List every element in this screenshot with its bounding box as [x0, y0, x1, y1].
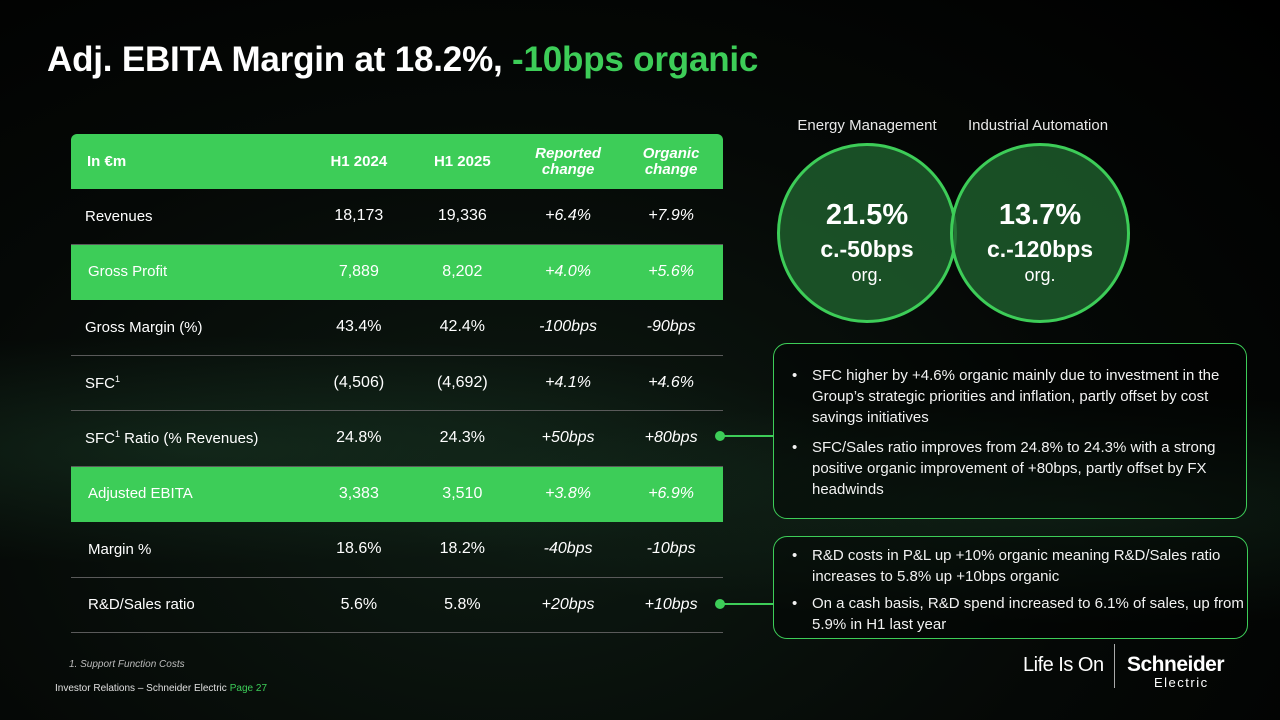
- header-h1-2024: H1 2024: [309, 134, 408, 189]
- row-label-text: SFC: [85, 374, 115, 392]
- row-label: Revenues: [71, 189, 310, 245]
- callout-rd-list: R&D costs in P&L up +10% organic meaning…: [774, 545, 1247, 635]
- title-highlight: -10bps organic: [512, 40, 759, 79]
- financial-table: In €m H1 2024 H1 2025 Reported change Org…: [71, 134, 723, 633]
- cell-organic: -90bps: [619, 299, 723, 356]
- cell-h1-2024: 7,889: [309, 244, 408, 300]
- header-unit: In €m: [71, 134, 310, 189]
- footnote-ref: 1: [115, 429, 121, 440]
- segment-change: c.-120bps: [986, 236, 1094, 262]
- header-reported-change: Reported change: [516, 134, 620, 189]
- cell-organic: -10bps: [619, 521, 723, 578]
- row-label: Adjusted EBITA: [71, 466, 310, 522]
- cell-organic: +7.9%: [619, 189, 723, 245]
- cell-h1-2025: 42.4%: [407, 299, 517, 356]
- table-row: Margin % 18.6% 18.2% -40bps -10bps: [71, 521, 723, 578]
- cell-h1-2025: (4,692): [407, 355, 517, 411]
- cell-h1-2025: 5.8%: [407, 577, 517, 633]
- segment-margin: 13.7%: [998, 199, 1082, 231]
- cell-reported: -40bps: [516, 521, 620, 578]
- cell-h1-2024: 5.6%: [309, 577, 408, 633]
- segment-circle-energy-management: 21.5% c.-50bps org.: [777, 143, 957, 323]
- page-title: Adj. EBITA Margin at 18.2%, -10bps organ…: [47, 40, 758, 80]
- list-item: R&D costs in P&L up +10% organic meaning…: [792, 545, 1247, 587]
- cell-organic: +6.9%: [619, 466, 723, 522]
- segment-circle-industrial-automation: 13.7% c.-120bps org.: [950, 143, 1130, 323]
- cell-h1-2024: 18,173: [309, 189, 408, 245]
- table-row: Adjusted EBITA 3,383 3,510 +3.8% +6.9%: [71, 466, 723, 522]
- segment-label-energy-management: Energy Management: [797, 117, 937, 134]
- cell-h1-2025: 18.2%: [407, 521, 517, 578]
- cell-h1-2024: 43.4%: [309, 299, 408, 356]
- cell-reported: +20bps: [516, 577, 620, 633]
- tagline: Life Is On: [1023, 654, 1104, 676]
- footnote: 1. Support Function Costs: [69, 659, 185, 670]
- cell-reported: +4.1%: [516, 355, 620, 411]
- row-label-text: SFC: [85, 430, 115, 448]
- cell-organic: +80bps: [619, 410, 723, 467]
- table-row: R&D/Sales ratio 5.6% 5.8% +20bps +10bps: [71, 577, 723, 633]
- callout-rd: R&D costs in P&L up +10% organic meaning…: [773, 536, 1248, 639]
- cell-h1-2025: 8,202: [407, 244, 517, 300]
- cell-organic: +5.6%: [619, 244, 723, 300]
- table-row: Revenues 18,173 19,336 +6.4% +7.9%: [71, 189, 723, 245]
- segment-change: c.-50bps: [820, 236, 914, 262]
- title-main: Adj. EBITA Margin at 18.2%,: [47, 40, 503, 79]
- table-row: Gross Profit 7,889 8,202 +4.0% +5.6%: [71, 244, 723, 300]
- cell-h1-2024: 24.8%: [309, 410, 408, 467]
- cell-h1-2025: 24.3%: [407, 410, 517, 467]
- row-label: Gross Margin (%): [71, 299, 310, 356]
- table-row: Gross Margin (%) 43.4% 42.4% -100bps -90…: [71, 299, 723, 356]
- connector-dot-rd: [715, 599, 725, 609]
- connector-line-sfc: [722, 435, 774, 437]
- cell-reported: +50bps: [516, 410, 620, 467]
- logo-wordmark-top: Schneider: [1127, 653, 1225, 676]
- segment-label-industrial-automation: Industrial Automation: [967, 117, 1109, 134]
- callout-sfc: SFC higher by +4.6% organic mainly due t…: [773, 343, 1247, 519]
- cell-h1-2025: 3,510: [407, 466, 517, 522]
- connector-dot-sfc: [715, 431, 725, 441]
- segment-margin: 21.5%: [825, 199, 909, 231]
- cell-organic: +10bps: [619, 577, 723, 633]
- row-label: Margin %: [71, 521, 310, 578]
- row-label: Gross Profit: [71, 244, 310, 300]
- table-row: SFC1 Ratio (% Revenues) 24.8% 24.3% +50b…: [71, 410, 723, 467]
- row-label: SFC1: [71, 355, 310, 411]
- cell-reported: +3.8%: [516, 466, 620, 522]
- page-number: Page 27: [229, 683, 268, 694]
- cell-h1-2025: 19,336: [407, 189, 517, 245]
- table-header-row: In €m H1 2024 H1 2025 Reported change Org…: [71, 134, 723, 189]
- connector-line-rd: [722, 603, 774, 605]
- footer-text: Investor Relations – Schneider Electric: [55, 683, 227, 694]
- list-item: SFC higher by +4.6% organic mainly due t…: [792, 365, 1246, 428]
- cell-organic: +4.6%: [619, 355, 723, 411]
- segment-note: org.: [1024, 265, 1056, 285]
- logo-divider: [1114, 644, 1115, 688]
- cell-h1-2024: 18.6%: [309, 521, 408, 578]
- footer: Investor Relations – Schneider Electric P…: [55, 683, 267, 694]
- header-h1-2025: H1 2025: [407, 134, 517, 189]
- list-item: SFC/Sales ratio improves from 24.8% to 2…: [792, 437, 1246, 500]
- segment-note: org.: [851, 265, 883, 285]
- cell-reported: +4.0%: [516, 244, 620, 300]
- list-item: On a cash basis, R&D spend increased to …: [792, 593, 1247, 635]
- row-label-suffix: Ratio (% Revenues): [120, 430, 259, 448]
- cell-h1-2024: 3,383: [309, 466, 408, 522]
- row-label: SFC1 Ratio (% Revenues): [71, 410, 310, 467]
- row-label: R&D/Sales ratio: [71, 577, 310, 633]
- footnote-ref: 1: [115, 373, 121, 384]
- cell-reported: -100bps: [516, 299, 620, 356]
- cell-reported: +6.4%: [516, 189, 620, 245]
- header-organic-change: Organic change: [619, 134, 723, 189]
- cell-h1-2024: (4,506): [309, 355, 408, 411]
- callout-sfc-list: SFC higher by +4.6% organic mainly due t…: [774, 365, 1246, 500]
- logo-wordmark-bottom: Electric: [1154, 675, 1209, 690]
- schneider-electric-logo: Schneider Electric: [1127, 653, 1225, 690]
- table-row: SFC1 (4,506) (4,692) +4.1% +4.6%: [71, 355, 723, 411]
